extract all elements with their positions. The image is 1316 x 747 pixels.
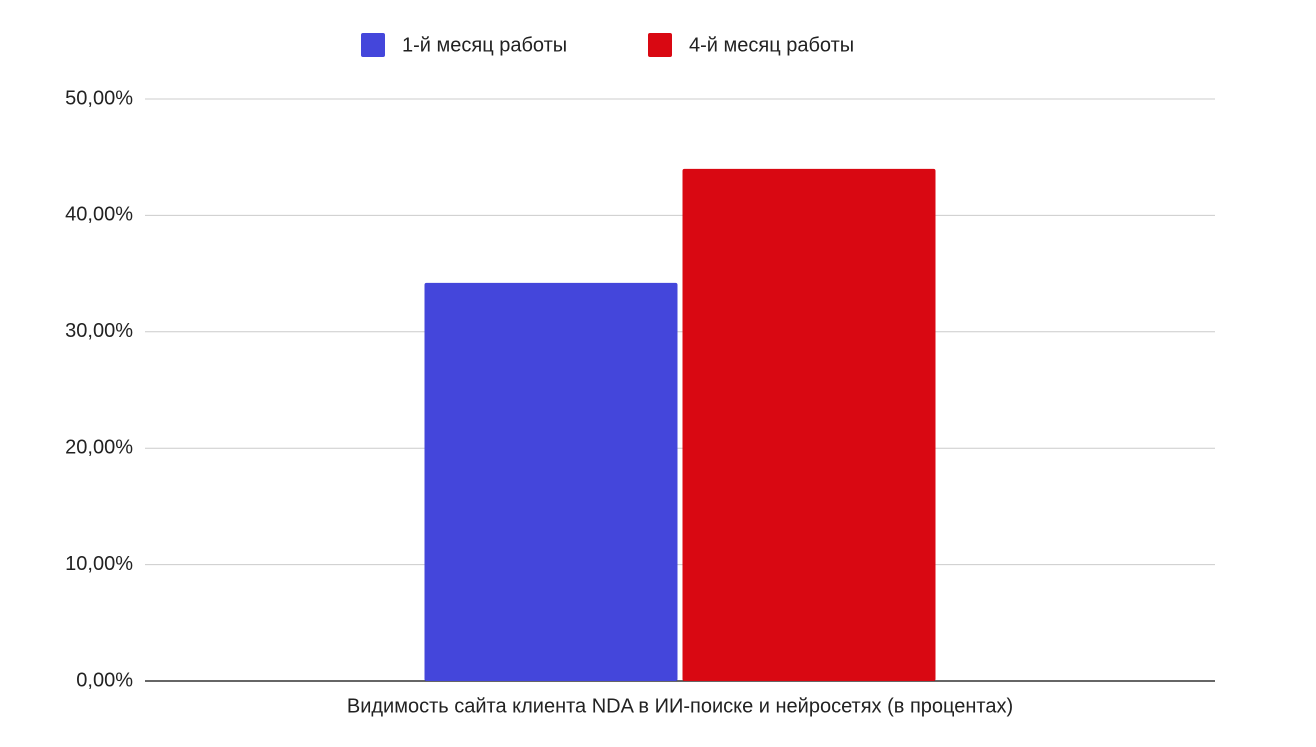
bar	[424, 282, 678, 681]
y-tick-label: 10,00%	[65, 553, 133, 575]
y-tick-label: 40,00%	[65, 204, 133, 226]
legend-label: 4-й месяц работы	[689, 34, 854, 56]
legend-label: 1-й месяц работы	[402, 34, 567, 56]
y-tick-label: 20,00%	[65, 436, 133, 458]
bar	[682, 168, 936, 682]
y-tick-label: 0,00%	[76, 669, 133, 691]
y-tick-label: 50,00%	[65, 87, 133, 109]
x-tick-label: Видимость сайта клиента NDA в ИИ-поиске …	[347, 695, 1013, 717]
legend-swatch	[361, 33, 385, 57]
legend-swatch	[648, 33, 672, 57]
y-tick-label: 30,00%	[65, 320, 133, 342]
